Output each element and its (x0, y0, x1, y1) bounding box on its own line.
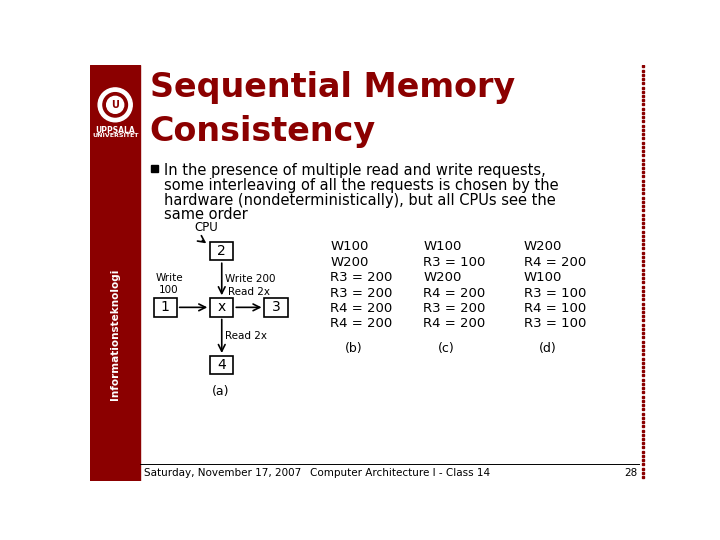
Text: R4 = 200: R4 = 200 (524, 256, 586, 269)
Bar (151, 165, 158, 172)
Text: W200: W200 (330, 256, 369, 269)
Text: Sequential Memory: Sequential Memory (150, 71, 515, 104)
Text: x: x (217, 300, 226, 314)
Bar (264, 298, 287, 316)
Text: Read 2x: Read 2x (225, 331, 267, 341)
Text: (a): (a) (212, 385, 230, 398)
Text: UPPSALA: UPPSALA (95, 126, 135, 136)
Text: W100: W100 (330, 240, 369, 253)
Text: hardware (nondeterministically), but all CPUs see the: hardware (nondeterministically), but all… (163, 193, 555, 207)
Text: W200: W200 (524, 240, 562, 253)
Text: R3 = 200: R3 = 200 (423, 302, 485, 315)
Text: Computer Architecture I - Class 14: Computer Architecture I - Class 14 (310, 468, 490, 477)
Text: 3: 3 (271, 300, 280, 314)
Text: R3 = 200: R3 = 200 (330, 287, 392, 300)
Text: W200: W200 (423, 271, 462, 284)
Text: some interleaving of all the requests is chosen by the: some interleaving of all the requests is… (163, 178, 558, 193)
Bar (210, 242, 233, 260)
Text: UNIVERSITET: UNIVERSITET (92, 132, 138, 138)
Bar (153, 298, 177, 316)
Text: Read 2x: Read 2x (228, 287, 270, 298)
Bar (90, 65, 140, 481)
Text: R3 = 100: R3 = 100 (524, 287, 586, 300)
Text: Informationsteknologi: Informationsteknologi (110, 268, 120, 400)
Text: R4 = 100: R4 = 100 (524, 302, 586, 315)
Circle shape (98, 88, 132, 122)
Bar (210, 356, 233, 374)
Text: (c): (c) (438, 342, 455, 355)
Text: CPU: CPU (194, 221, 218, 234)
Text: 4: 4 (217, 358, 226, 372)
Text: U: U (112, 100, 119, 110)
Text: R3 = 200: R3 = 200 (330, 271, 392, 284)
Text: Consistency: Consistency (150, 115, 376, 148)
Text: (d): (d) (539, 342, 556, 355)
Text: Write
100: Write 100 (156, 273, 183, 295)
Text: R3 = 100: R3 = 100 (423, 256, 485, 269)
Text: 1: 1 (161, 300, 170, 314)
Text: Saturday, November 17, 2007: Saturday, November 17, 2007 (144, 468, 302, 477)
Circle shape (107, 96, 124, 113)
Text: R4 = 200: R4 = 200 (423, 318, 485, 330)
Circle shape (103, 93, 127, 117)
Text: same order: same order (163, 207, 248, 222)
Text: In the presence of multiple read and write requests,: In the presence of multiple read and wri… (163, 164, 545, 178)
Text: W100: W100 (524, 271, 562, 284)
Text: 28: 28 (624, 468, 637, 477)
Text: 2: 2 (217, 244, 226, 258)
Text: R3 = 100: R3 = 100 (524, 318, 586, 330)
Text: W100: W100 (423, 240, 462, 253)
Text: (b): (b) (345, 342, 362, 355)
Bar (210, 298, 233, 316)
Text: R4 = 200: R4 = 200 (330, 302, 392, 315)
Text: R4 = 200: R4 = 200 (423, 287, 485, 300)
Text: Write 200: Write 200 (225, 274, 275, 284)
Text: R4 = 200: R4 = 200 (330, 318, 392, 330)
